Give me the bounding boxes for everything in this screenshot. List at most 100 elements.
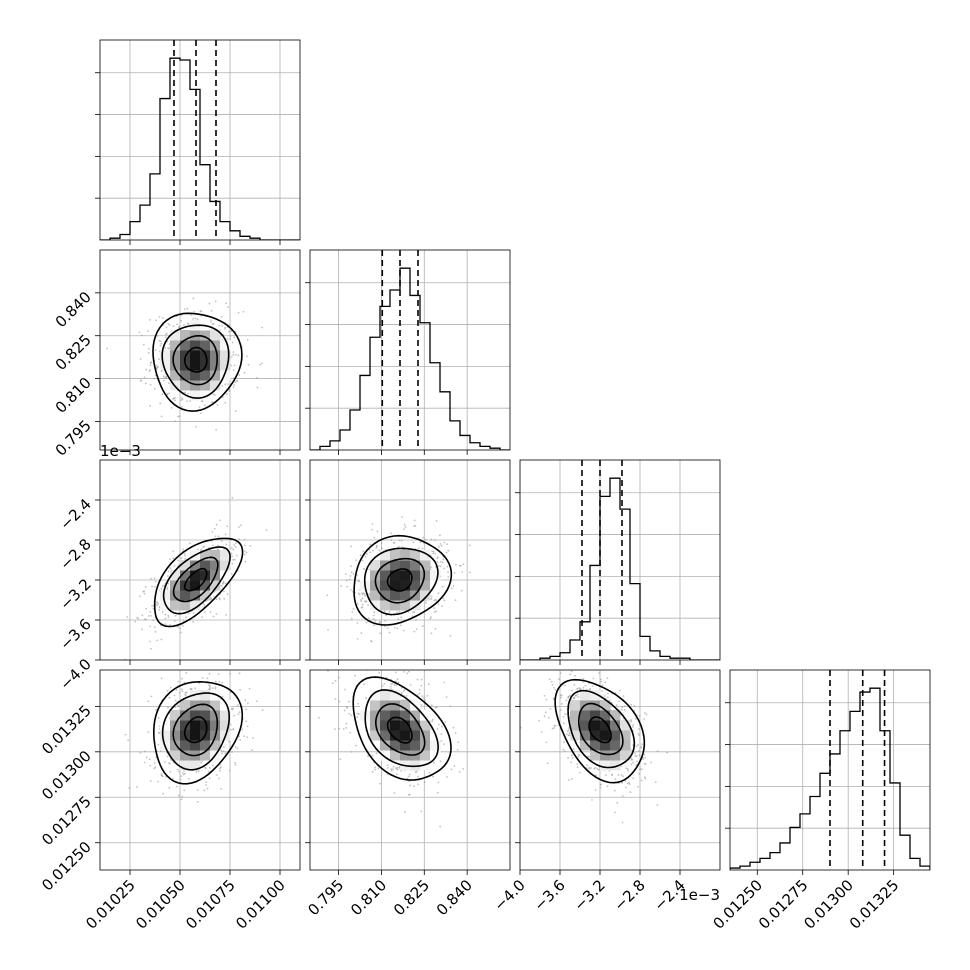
sample-point — [241, 728, 244, 731]
sample-point — [630, 758, 633, 761]
sample-point — [127, 739, 130, 742]
sample-point — [426, 694, 429, 697]
sample-point — [447, 576, 450, 578]
sample-point — [551, 727, 554, 730]
density-cell — [190, 390, 201, 401]
sample-point — [192, 612, 195, 615]
sample-point — [643, 718, 646, 720]
sample-point — [199, 310, 202, 313]
sample-point — [625, 767, 628, 770]
sample-point — [155, 709, 157, 712]
sample-point — [228, 769, 231, 772]
x-tick-label-2: −3.2 — [570, 876, 608, 914]
sample-point — [599, 786, 602, 789]
sample-point — [436, 561, 439, 563]
density-cell — [420, 570, 431, 581]
sample-point — [234, 746, 237, 748]
sample-point — [561, 702, 563, 705]
sample-point — [383, 610, 386, 613]
density-cell — [390, 690, 401, 701]
sample-point — [149, 404, 152, 407]
sample-point — [236, 747, 239, 750]
sample-point — [588, 756, 590, 758]
sample-point — [178, 691, 181, 694]
sample-point — [638, 714, 641, 717]
sample-point — [223, 597, 226, 600]
sample-point — [232, 548, 235, 551]
density-cell — [200, 590, 211, 601]
sample-point — [386, 764, 389, 767]
y-tick-label-2: −3.6 — [56, 615, 94, 653]
sample-point — [252, 736, 255, 739]
density-cell — [170, 570, 181, 581]
sample-point — [403, 528, 405, 530]
sample-point — [179, 627, 182, 630]
sample-point — [388, 610, 391, 613]
density-cell — [400, 720, 411, 731]
sample-point — [338, 700, 341, 703]
density-cell — [400, 570, 411, 581]
sample-point — [184, 453, 186, 455]
sample-point — [156, 639, 159, 642]
sample-point — [333, 728, 336, 730]
sample-point — [206, 787, 209, 790]
sample-point — [233, 364, 236, 367]
x-tick-label-1: 0.810 — [347, 876, 390, 919]
sample-point — [571, 756, 574, 759]
x-tick-label-3: 0.01250 — [710, 876, 767, 933]
sample-point — [155, 364, 158, 367]
sample-point — [261, 709, 264, 712]
sample-point — [434, 706, 437, 709]
sample-point — [250, 749, 253, 752]
contour-line — [374, 557, 426, 604]
sample-point — [346, 585, 349, 588]
sample-point — [154, 374, 157, 377]
contour-line — [172, 703, 219, 757]
density-cell — [210, 370, 221, 381]
density-cell — [160, 590, 171, 601]
panel-frame — [309, 669, 511, 871]
sample-point — [203, 611, 206, 614]
sample-point — [439, 543, 442, 545]
sample-point — [149, 383, 152, 386]
sample-point — [214, 300, 217, 303]
sample-point — [231, 496, 234, 499]
sample-point — [593, 767, 596, 770]
density-cell — [220, 550, 231, 561]
sample-point — [162, 379, 165, 382]
sample-point — [353, 674, 356, 677]
density-cell — [210, 710, 221, 721]
sample-point — [243, 553, 246, 556]
sample-point — [418, 692, 421, 695]
sample-point — [456, 748, 459, 751]
sample-point — [630, 763, 633, 766]
histogram-2 — [520, 477, 720, 660]
sample-point — [445, 696, 448, 698]
sample-point — [349, 575, 352, 577]
sample-point — [582, 680, 584, 683]
density-cell — [390, 560, 401, 571]
sample-point — [430, 595, 433, 598]
density-cell — [590, 710, 601, 721]
y-offset-label-2: 1e−3 — [100, 442, 141, 460]
sample-point — [563, 741, 565, 744]
sample-point — [238, 526, 241, 528]
sample-point — [210, 319, 212, 322]
sample-point — [184, 772, 186, 775]
panel-frame — [519, 669, 721, 871]
sample-point — [149, 764, 152, 767]
contour-line — [161, 324, 230, 399]
sample-point — [436, 728, 439, 730]
sample-point — [401, 516, 404, 519]
sample-point — [430, 538, 433, 541]
sample-point — [149, 780, 152, 782]
sample-point — [441, 725, 443, 728]
panel-frame — [99, 249, 301, 451]
sample-point — [373, 536, 376, 539]
sample-point — [392, 542, 395, 544]
sample-point — [217, 544, 219, 547]
contour-line — [554, 678, 646, 784]
sample-point — [352, 655, 354, 657]
density-cell — [620, 750, 631, 761]
contour-line — [183, 716, 208, 744]
